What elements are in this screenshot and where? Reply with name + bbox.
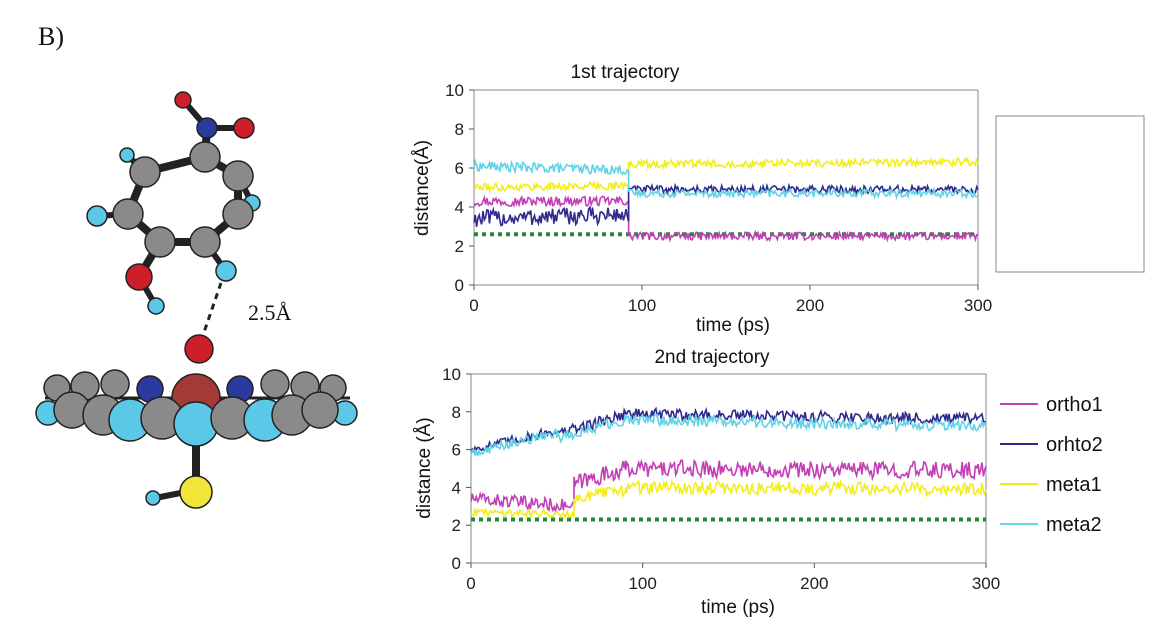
x-axis-label: time (ps) [701, 597, 775, 618]
y-tick-label: 8 [452, 403, 461, 422]
x-tick-label: 300 [964, 296, 992, 315]
x-axis-label: time (ps) [696, 315, 770, 336]
x-tick-label: 200 [800, 574, 828, 593]
plot-frame [470, 373, 987, 564]
y-axis-label: distance (Å) [414, 417, 435, 518]
legend-box [995, 115, 1145, 273]
distance-annotation: 2.5Å [248, 300, 292, 325]
y-tick-label: 2 [455, 237, 464, 256]
molecule-illustration [35, 91, 358, 509]
legend-label: ortho1 [1046, 394, 1103, 416]
y-tick-label: 4 [455, 198, 464, 217]
legend-label: orhto2 [1046, 434, 1103, 456]
x-tick-label: 300 [972, 574, 1000, 593]
series-line-meta2 [470, 413, 987, 457]
y-tick-label: 10 [445, 81, 464, 100]
y-tick-label: 6 [455, 159, 464, 178]
y-tick-label: 10 [442, 365, 461, 384]
legend-label: meta2 [1046, 514, 1102, 536]
x-tick-label: 0 [466, 574, 475, 593]
series-line-ortho1 [470, 458, 987, 513]
y-tick-label: 0 [452, 554, 461, 573]
series-line-ortho1 [473, 194, 979, 243]
y-tick-label: 6 [452, 441, 461, 460]
panel-label: B) [38, 22, 64, 51]
y-axis-label: distance(Å) [412, 140, 433, 236]
chart-title: 2nd trajectory [654, 347, 770, 368]
y-tick-label: 8 [455, 120, 464, 139]
y-tick-label: 0 [455, 276, 464, 295]
series-line-ortho2 [473, 182, 979, 228]
x-tick-label: 100 [628, 296, 656, 315]
series-line-meta2 [473, 158, 979, 200]
y-tick-label: 4 [452, 478, 461, 497]
chart-title: 1st trajectory [571, 62, 680, 83]
series-line-meta1 [470, 478, 987, 520]
y-tick-label: 2 [452, 516, 461, 535]
series-line-meta1 [473, 155, 979, 194]
x-tick-label: 200 [796, 296, 824, 315]
legend-label: meta1 [1046, 474, 1102, 496]
x-tick-label: 100 [628, 574, 656, 593]
x-tick-label: 0 [469, 296, 478, 315]
